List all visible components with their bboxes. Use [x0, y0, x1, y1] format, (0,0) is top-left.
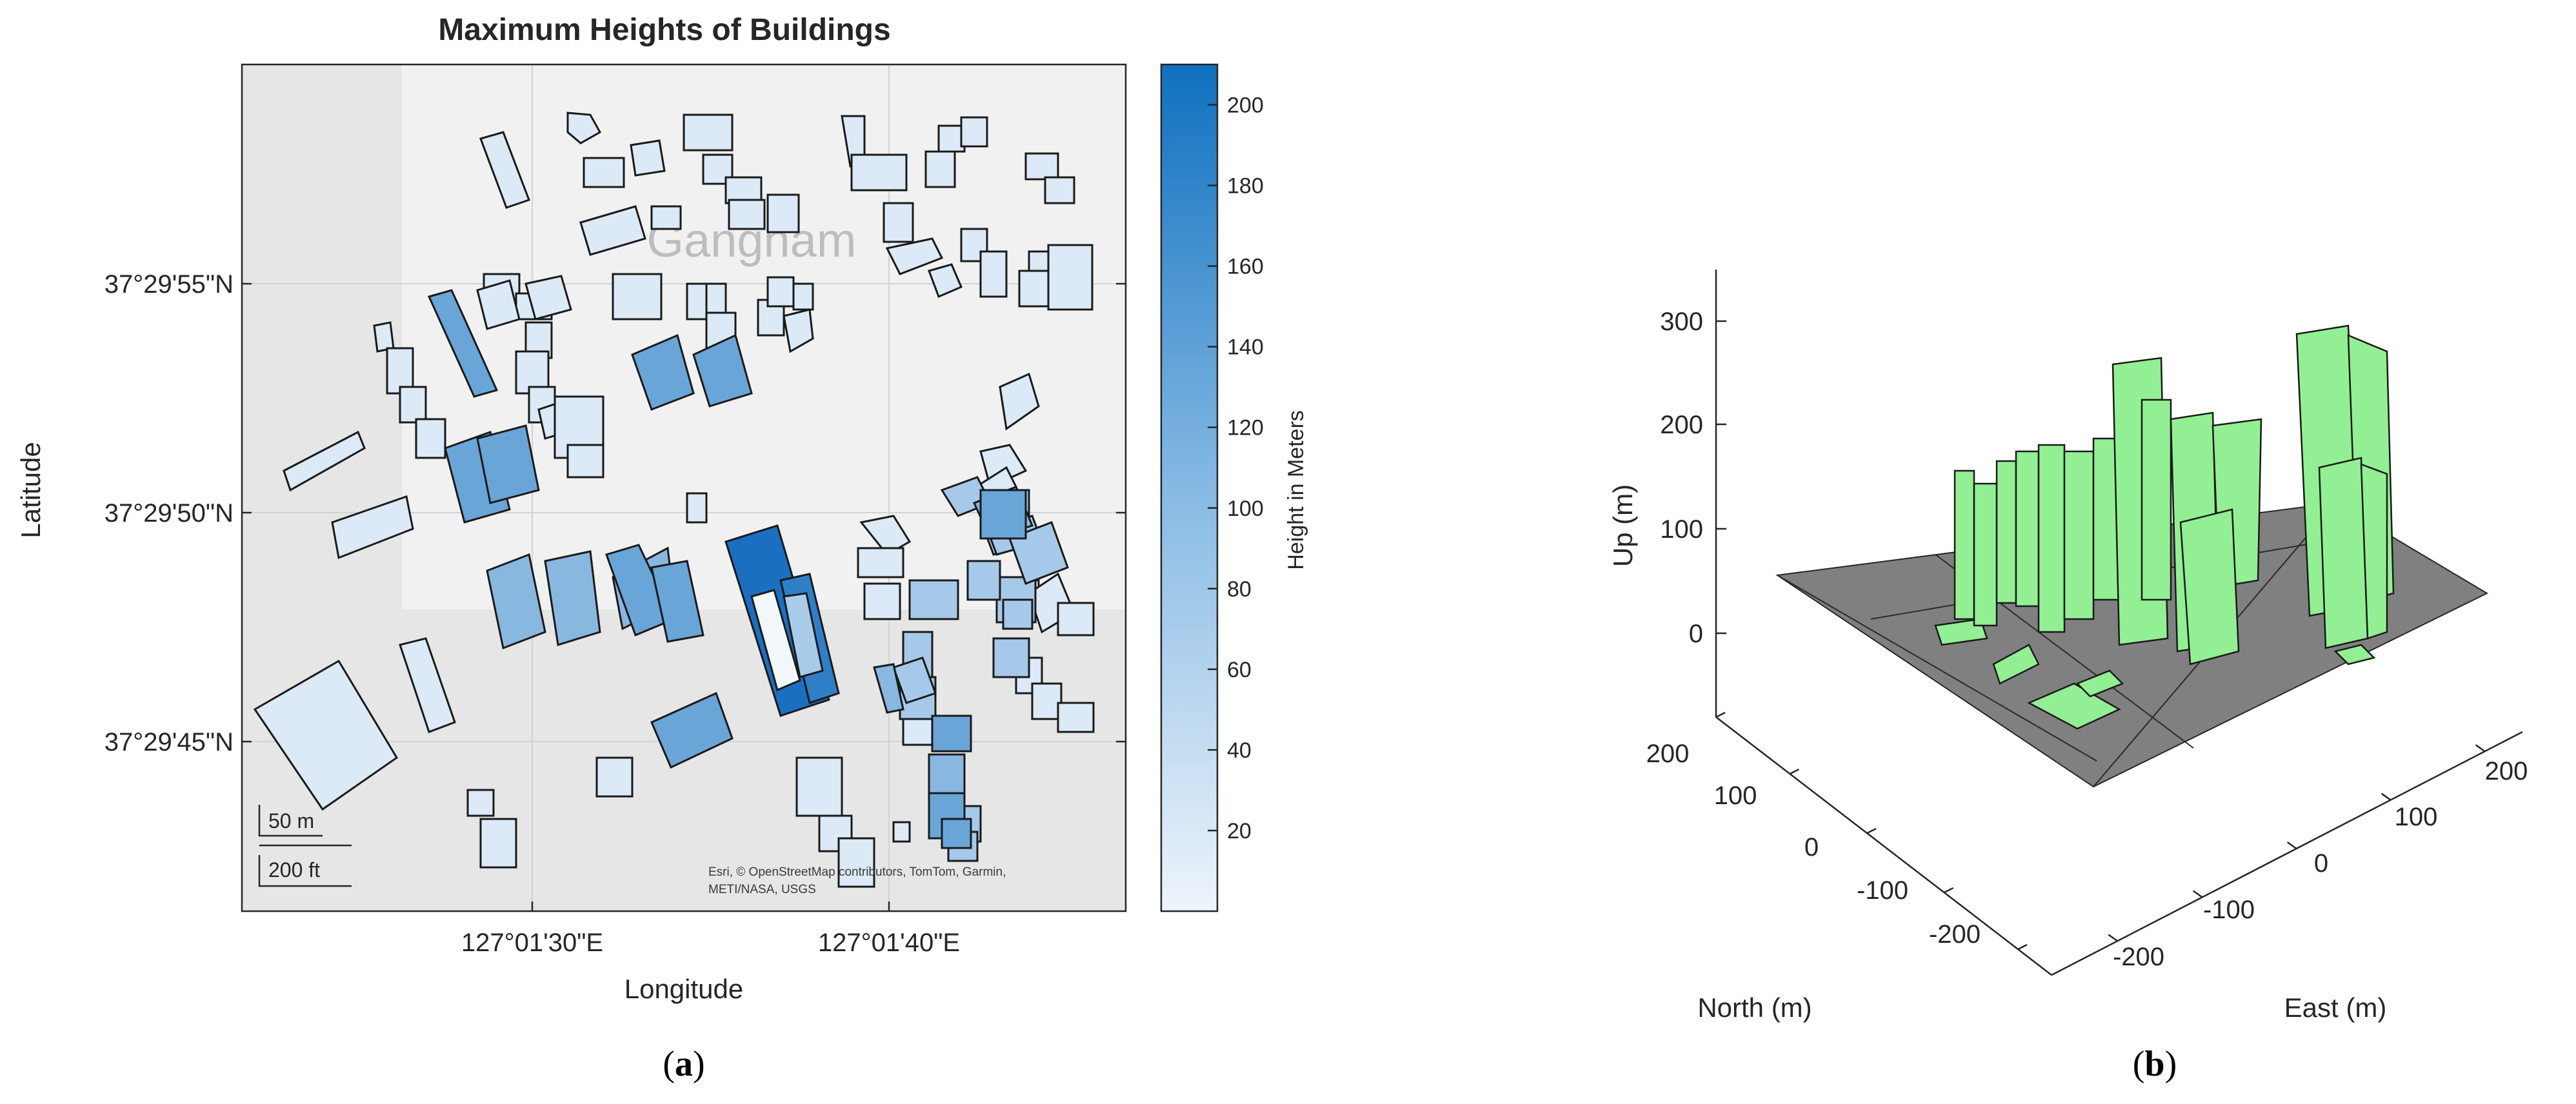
z-tick-label: 300: [1660, 308, 1703, 336]
panel-a: Maximum Heights of Buildings Gangnam: [15, 13, 1308, 1084]
z-axis-label: Up (m): [1608, 484, 1638, 567]
tallest-tower: [724, 524, 840, 717]
caption-b: (b): [2133, 1044, 2177, 1084]
lon-tick-1: 127°01'30"E: [461, 929, 603, 957]
caption-a: (a): [663, 1044, 704, 1084]
map-axes-box: [241, 63, 1127, 912]
east-axis-label: East (m): [2284, 992, 2387, 1023]
north-tick-label: 200: [1646, 740, 1690, 768]
colorbar-tick-label: 180: [1227, 174, 1264, 199]
buildings-high: [427, 289, 1027, 849]
colorbar-tick-label: 40: [1227, 738, 1252, 763]
east-tick-label: -100: [2203, 896, 2255, 924]
scale-bar-m: 50 m: [268, 809, 314, 833]
buildings-3d: [1934, 324, 2395, 730]
attribution-line-2: METI/NASA, USGS: [708, 883, 816, 896]
colorbar-tick-label: 80: [1227, 577, 1252, 602]
north-tick-label: -100: [1857, 876, 1908, 905]
lat-tick-2: 37°29'50"N: [105, 499, 234, 527]
north-tick-label: 0: [1804, 833, 1819, 862]
north-tick-label: 100: [1714, 782, 1757, 810]
north-tick-label: -200: [1929, 920, 1981, 949]
map-y-label: Latitude: [15, 442, 46, 538]
east-tick-label: 200: [2485, 757, 2528, 785]
scale-bar: 50 m 200 ft: [258, 805, 352, 887]
map-x-label: Longitude: [624, 974, 744, 1004]
z-ticks: 300 200 100 0: [1660, 308, 1726, 648]
map-ticks: [242, 282, 1126, 911]
east-tick-label: 100: [2395, 803, 2438, 831]
north-axis-label: North (m): [1697, 992, 1812, 1023]
east-tick-label: -200: [2113, 943, 2164, 971]
map-title: Maximum Heights of Buildings: [438, 13, 890, 47]
colorbar-tick-label: 200: [1227, 94, 1264, 118]
colorbar-tick-label: 100: [1227, 497, 1264, 521]
attribution-line-1: Esri, © OpenStreetMap contributors, TomT…: [708, 865, 1006, 879]
colorbar-tick-label: 160: [1227, 255, 1264, 279]
colorbar-tick-label: 60: [1227, 658, 1252, 682]
lat-tick-3: 37°29'45"N: [105, 728, 234, 756]
colorbar-tick-label: 120: [1227, 416, 1264, 440]
lat-tick-1: 37°29'55"N: [105, 270, 234, 299]
colorbar-tick-label: 140: [1227, 335, 1264, 360]
north-ticks: 200 100 0 -100 -200: [1646, 711, 2028, 951]
z-tick-label: 100: [1660, 515, 1703, 544]
colorbar: 20 40 60 80 100 120 140 160 180 200 Height in Met…: [1160, 63, 1308, 912]
scale-bar-ft: 200 ft: [268, 858, 320, 882]
building-footprints: [253, 112, 1095, 888]
z-tick-label: 0: [1689, 620, 1703, 648]
lon-tick-2: 127°01'40"E: [818, 929, 960, 957]
z-tick-label: 200: [1660, 411, 1703, 439]
axes-3d: [1715, 270, 2523, 976]
east-tick-label: 0: [2314, 849, 2328, 878]
colorbar-tick-label: 20: [1227, 819, 1252, 843]
buildings-low: [253, 112, 1095, 888]
colorbar-label: Height in Meters: [1284, 410, 1308, 570]
east-ticks: -200 -100 0 100 200: [2108, 744, 2528, 971]
